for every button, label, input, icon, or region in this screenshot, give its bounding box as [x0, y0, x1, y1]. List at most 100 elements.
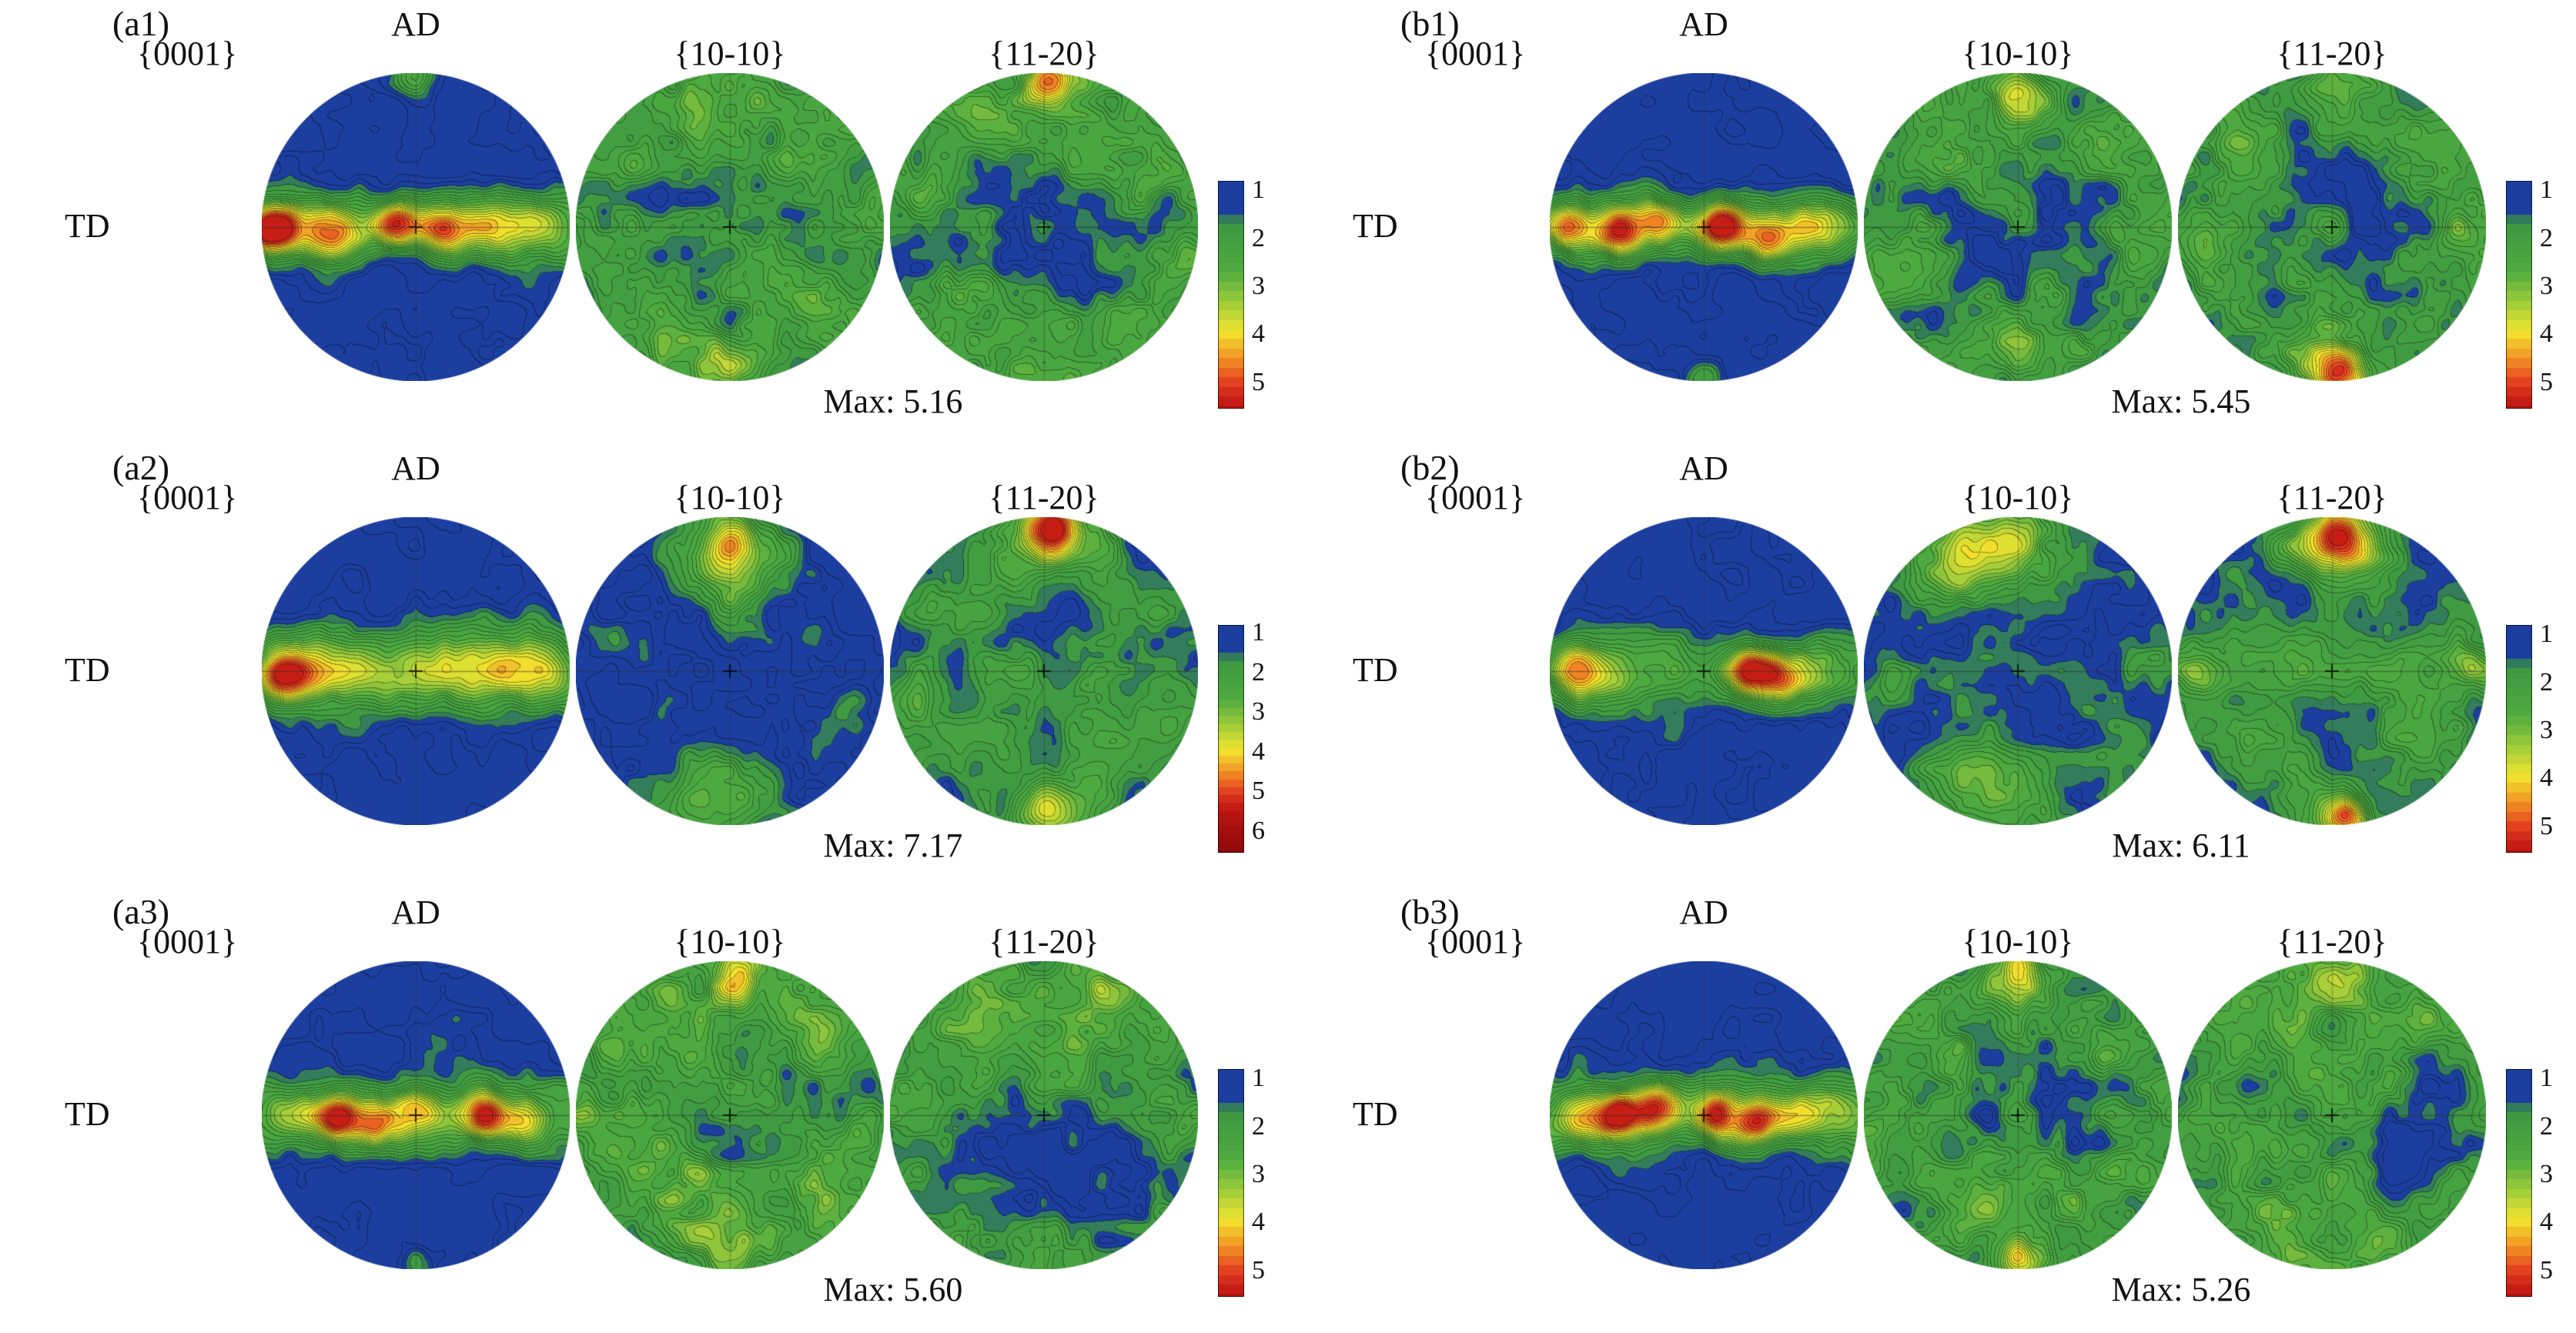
colorbar: 1 2 3 4 5 [1218, 176, 1289, 412]
td-axis-label: TD [1353, 207, 1398, 245]
pole-figure-0001 [262, 961, 570, 1269]
pole-figure-title-0001: {0001} [137, 35, 238, 72]
colorbar: 1 2 3 4 5 [1218, 1064, 1289, 1300]
colorbar-canvas [2506, 1069, 2532, 1297]
colorbar-canvas [2506, 181, 2532, 409]
panel-label: (a3) [112, 892, 170, 931]
pole-figure-title-10-10: {10-10} [1962, 923, 2074, 960]
colorbar-tick-label: 3 [2540, 1160, 2553, 1189]
colorbar-tick-label: 2 [2540, 223, 2553, 252]
td-axis-label: TD [1353, 651, 1398, 689]
pole-figure-10-10 [1864, 73, 2172, 381]
pole-figure-title-11-20: {11-20} [2277, 923, 2387, 960]
td-axis-label: TD [65, 651, 110, 689]
pole-figure-title-11-20: {11-20} [989, 479, 1099, 516]
colorbar-tick-label: 2 [1252, 1111, 1265, 1141]
colorbar-tick-label: 5 [1252, 777, 1265, 806]
max-intensity-label: Max: 5.26 [2111, 1271, 2251, 1308]
td-axis-label: TD [65, 207, 110, 245]
colorbar-tick-label: 1 [1252, 175, 1265, 205]
pole-figure-title-0001: {0001} [1425, 923, 1526, 960]
colorbar-tick-label: 3 [1252, 1160, 1265, 1189]
panel-label: (b2) [1400, 448, 1460, 487]
colorbar-tick-label: 4 [2540, 763, 2553, 793]
pole-figure-11-20 [890, 961, 1198, 1269]
colorbar: 1 2 3 4 5 6 [1218, 619, 1289, 856]
pole-figure-title-10-10: {10-10} [674, 479, 786, 516]
max-intensity-label: Max: 5.45 [2111, 383, 2251, 420]
ad-axis-label: AD [1679, 894, 1728, 931]
colorbar-tick-label: 5 [2540, 367, 2553, 396]
colorbar-tick-label: 2 [1252, 223, 1265, 252]
ad-axis-label: AD [391, 894, 440, 931]
colorbar-tick-label: 4 [1252, 737, 1265, 766]
panel-label: (b1) [1400, 4, 1460, 43]
pole-figure-0001 [1550, 961, 1858, 1269]
pole-figure-0001 [1550, 517, 1858, 825]
pole-figure-title-10-10: {10-10} [1962, 35, 2074, 72]
ad-axis-label: AD [1679, 5, 1728, 43]
colorbar-tick-label: 1 [2540, 1064, 2553, 1093]
pole-figure-0001 [1550, 73, 1858, 381]
panel-label: (a2) [112, 448, 170, 487]
pole-figure-11-20 [890, 73, 1198, 381]
pole-figure-10-10 [576, 517, 884, 825]
pole-figure-11-20 [890, 517, 1198, 825]
colorbar: 1 2 3 4 5 [2506, 1064, 2576, 1300]
colorbar-tick-label: 4 [1252, 319, 1265, 349]
colorbar-tick-label: 3 [1252, 272, 1265, 301]
pole-figure-title-0001: {0001} [1425, 479, 1526, 516]
colorbar-tick-label: 3 [1252, 697, 1265, 727]
ad-axis-label: AD [391, 449, 440, 487]
colorbar-tick-label: 5 [1252, 367, 1265, 396]
td-axis-label: TD [65, 1095, 110, 1133]
td-axis-label: TD [1353, 1095, 1398, 1133]
pole-figure-0001 [262, 517, 570, 825]
colorbar-tick-label: 4 [1252, 1208, 1265, 1237]
pole-figure-11-20 [2178, 961, 2486, 1269]
panel-label: (a1) [112, 4, 170, 43]
colorbar-canvas [1218, 625, 1244, 853]
pole-figure-title-10-10: {10-10} [674, 923, 786, 960]
colorbar-tick-label: 2 [2540, 667, 2553, 697]
colorbar-tick-label: 3 [2540, 272, 2553, 301]
pole-figure-title-10-10: {10-10} [1962, 479, 2074, 516]
colorbar-tick-label: 6 [1252, 816, 1265, 845]
colorbar-tick-label: 5 [2540, 811, 2553, 840]
pole-figure-10-10 [576, 961, 884, 1269]
ad-axis-label: AD [391, 5, 440, 43]
colorbar-tick-label: 5 [1252, 1255, 1265, 1285]
pole-figure-title-11-20: {11-20} [989, 923, 1099, 960]
colorbar-canvas [1218, 181, 1244, 409]
colorbar-tick-label: 3 [2540, 716, 2553, 745]
pole-figure-title-0001: {0001} [137, 923, 238, 960]
colorbar-tick-label: 4 [2540, 1208, 2553, 1237]
max-intensity-label: Max: 5.16 [823, 383, 963, 420]
colorbar-tick-label: 2 [1252, 657, 1265, 687]
pole-figure-title-11-20: {11-20} [2277, 35, 2387, 72]
colorbar: 1 2 3 4 5 [2506, 176, 2576, 412]
colorbar: 1 2 3 4 5 [2506, 620, 2576, 856]
pole-figure-title-11-20: {11-20} [989, 35, 1099, 72]
panel-a2: (a2) AD TD {0001} {10-10} {11-20} 1 2 3 4 5 6… [0, 444, 1288, 888]
pole-figure-11-20 [2178, 73, 2486, 381]
pole-figure-0001 [262, 73, 570, 381]
pole-figure-10-10 [576, 73, 884, 381]
colorbar-tick-label: 2 [2540, 1111, 2553, 1141]
colorbar-tick-label: 1 [1252, 1064, 1265, 1093]
colorbar-tick-label: 1 [2540, 620, 2553, 649]
colorbar-tick-label: 1 [2540, 175, 2553, 205]
ad-axis-label: AD [1679, 449, 1728, 487]
pole-figure-title-11-20: {11-20} [2277, 479, 2387, 516]
pole-figure-title-10-10: {10-10} [674, 35, 786, 72]
colorbar-tick-label: 1 [1252, 618, 1265, 647]
pole-figure-10-10 [1864, 517, 2172, 825]
pole-figure-10-10 [1864, 961, 2172, 1269]
max-intensity-label: Max: 5.60 [823, 1271, 963, 1308]
